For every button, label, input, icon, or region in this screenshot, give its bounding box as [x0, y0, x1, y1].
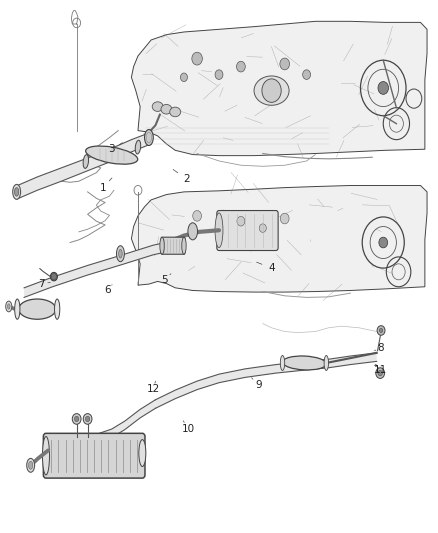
Polygon shape [131, 185, 427, 292]
FancyBboxPatch shape [161, 237, 185, 254]
Polygon shape [131, 21, 427, 156]
Ellipse shape [135, 140, 141, 154]
Circle shape [262, 79, 281, 102]
Circle shape [215, 70, 223, 79]
Circle shape [72, 414, 81, 424]
Ellipse shape [119, 249, 122, 258]
Text: 4: 4 [268, 263, 275, 273]
Ellipse shape [117, 246, 124, 262]
Text: 2: 2 [183, 174, 190, 183]
Ellipse shape [13, 184, 21, 199]
Ellipse shape [215, 213, 223, 248]
Ellipse shape [188, 223, 198, 240]
Circle shape [303, 70, 311, 79]
Ellipse shape [145, 130, 153, 146]
Ellipse shape [83, 155, 88, 168]
Circle shape [51, 273, 57, 280]
Ellipse shape [254, 76, 289, 106]
Ellipse shape [27, 458, 35, 472]
Ellipse shape [6, 301, 12, 312]
Ellipse shape [28, 461, 33, 470]
Ellipse shape [14, 188, 19, 196]
Polygon shape [24, 241, 173, 297]
FancyBboxPatch shape [43, 433, 145, 478]
Ellipse shape [160, 237, 164, 254]
Ellipse shape [54, 299, 60, 319]
Ellipse shape [182, 237, 186, 254]
Circle shape [237, 61, 245, 72]
Ellipse shape [86, 146, 138, 164]
Ellipse shape [7, 304, 10, 309]
Ellipse shape [152, 102, 163, 111]
Text: 11: 11 [374, 366, 387, 375]
Circle shape [180, 73, 187, 82]
Ellipse shape [42, 437, 49, 475]
Text: 10: 10 [182, 424, 195, 434]
Polygon shape [85, 400, 155, 445]
Text: 3: 3 [108, 144, 115, 154]
Text: 9: 9 [255, 380, 262, 390]
Circle shape [50, 272, 57, 281]
Text: 1: 1 [99, 183, 106, 192]
Circle shape [379, 237, 388, 248]
Ellipse shape [283, 356, 326, 370]
Circle shape [237, 216, 245, 226]
Circle shape [192, 52, 202, 65]
Circle shape [193, 211, 201, 221]
Circle shape [280, 58, 290, 70]
Circle shape [378, 370, 382, 376]
Text: 5: 5 [161, 275, 168, 285]
Circle shape [83, 414, 92, 424]
Circle shape [378, 82, 389, 94]
Text: 8: 8 [378, 343, 385, 352]
Polygon shape [18, 132, 151, 199]
Ellipse shape [18, 299, 56, 319]
Ellipse shape [161, 104, 172, 114]
Circle shape [85, 416, 90, 422]
Ellipse shape [324, 356, 328, 370]
Text: 6: 6 [104, 286, 111, 295]
Circle shape [259, 78, 266, 87]
Ellipse shape [280, 356, 285, 370]
Circle shape [379, 328, 383, 333]
Ellipse shape [15, 299, 20, 319]
Circle shape [377, 326, 385, 335]
Text: 7: 7 [38, 279, 45, 288]
Ellipse shape [170, 107, 180, 117]
Ellipse shape [139, 440, 146, 466]
Circle shape [376, 368, 385, 378]
Text: 12: 12 [147, 384, 160, 394]
Circle shape [280, 213, 289, 224]
FancyBboxPatch shape [217, 211, 278, 251]
Circle shape [259, 224, 266, 232]
Circle shape [74, 416, 79, 422]
Polygon shape [155, 353, 377, 408]
